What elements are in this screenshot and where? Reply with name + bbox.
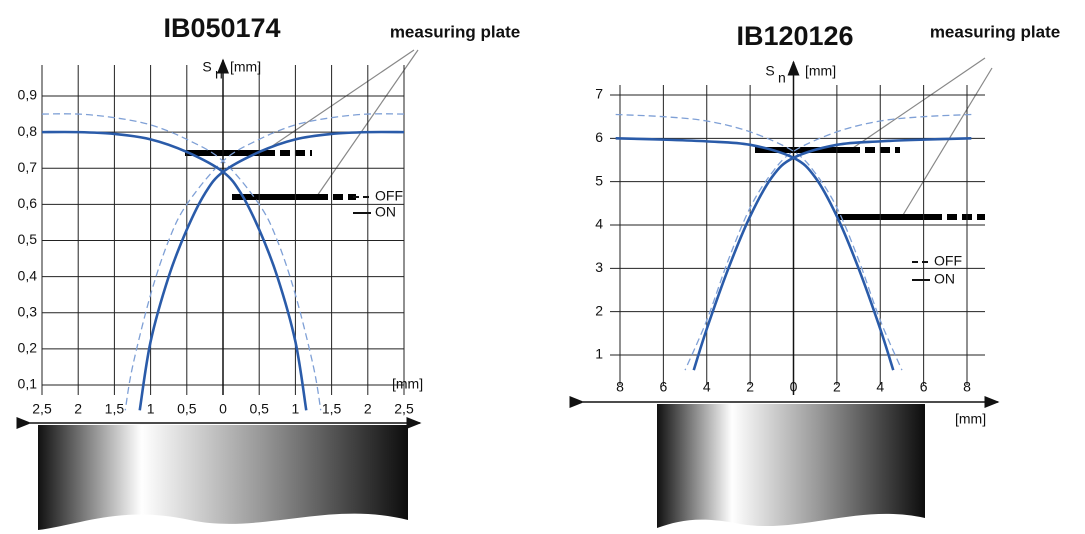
- x-tick-label: 4: [703, 379, 711, 395]
- y-tick-label: 6: [595, 129, 603, 145]
- y-tick-label: 1: [595, 346, 603, 362]
- x-tick-label: 2: [746, 379, 754, 395]
- y-tick-label: 0,5: [18, 231, 38, 247]
- legend-label: OFF: [375, 188, 403, 204]
- x-tick-label: 6: [659, 379, 667, 395]
- y-tick-label: 0,3: [18, 303, 38, 319]
- target-plate: [38, 425, 408, 530]
- annotation: measuring plate: [390, 22, 520, 41]
- leader-lines: [261, 49, 993, 216]
- x-tick-label: 2,5: [32, 401, 52, 417]
- y-tick-label: 0,9: [18, 87, 38, 103]
- annotation: measuring plate: [930, 22, 1060, 41]
- y-tick-label: 0,6: [18, 195, 38, 211]
- legend-label: ON: [934, 271, 955, 287]
- y-tick-label: 0,7: [18, 159, 38, 175]
- x-tick-label: 1: [292, 401, 300, 417]
- y-axis-label-sub: n: [215, 66, 223, 82]
- x-tick-label: 2: [833, 379, 841, 395]
- x-tick-label: 8: [963, 379, 971, 395]
- y-axis-label: S: [765, 63, 774, 79]
- x-tick-label: 1: [147, 401, 155, 417]
- x-tick-label: 2: [74, 401, 82, 417]
- series-line: [138, 130, 405, 411]
- y-tick-label: 0,4: [18, 267, 38, 283]
- y-tick-label: 2: [595, 302, 603, 318]
- target-plate: [657, 404, 925, 528]
- y-tick-label: 0,1: [18, 376, 38, 392]
- y-tick-label: 0,2: [18, 340, 38, 356]
- x-axis-unit: [mm]: [955, 411, 986, 427]
- x-tick-label: 1,5: [322, 401, 342, 417]
- chart-title: IB120126: [736, 21, 853, 51]
- series-line: [692, 137, 972, 371]
- series-line: [41, 130, 308, 411]
- chart-title: IB050174: [163, 13, 280, 43]
- series-line: [124, 113, 405, 411]
- series-line: [615, 113, 903, 371]
- y-tick-label: 5: [595, 172, 603, 188]
- y-tick-label: 0,8: [18, 123, 38, 139]
- legend-label: OFF: [934, 253, 962, 269]
- measuring-plates: [185, 147, 985, 220]
- y-tick-label: 3: [595, 259, 603, 275]
- y-tick-label: 7: [595, 86, 603, 102]
- y-axis-unit: [mm]: [805, 63, 836, 79]
- x-tick-label: 2: [364, 401, 372, 417]
- series-line: [615, 137, 895, 371]
- y-axis-label: S: [202, 59, 211, 75]
- x-tick-label: 0,5: [177, 401, 197, 417]
- x-tick-label: 4: [876, 379, 884, 395]
- legend-label: ON: [375, 204, 396, 220]
- x-tick-label: 6: [920, 379, 928, 395]
- x-tick-label: 2,5: [394, 401, 414, 417]
- x-tick-label: 0: [219, 401, 227, 417]
- x-tick-label: 1,5: [105, 401, 125, 417]
- y-axis-unit: [mm]: [230, 59, 261, 75]
- y-tick-label: 4: [595, 216, 603, 232]
- series-line: [41, 113, 322, 411]
- y-axis-label-sub: n: [778, 70, 786, 86]
- x-axis-unit: [mm]: [392, 376, 423, 392]
- x-tick-label: 0,5: [249, 401, 269, 417]
- series-line: [684, 113, 972, 371]
- x-tick-label: 8: [616, 379, 624, 395]
